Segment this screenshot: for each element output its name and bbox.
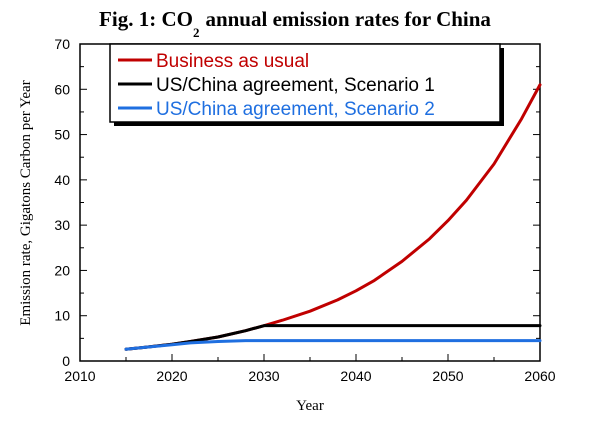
legend-items: Business as usual US/China agreement, Sce… xyxy=(118,51,435,120)
x-tick-label: 2020 xyxy=(156,368,187,384)
legend: Business as usual US/China agreement, Sce… xyxy=(109,43,504,126)
y-tick-label: 70 xyxy=(54,36,70,52)
title-suffix: annual emission rates for China xyxy=(205,7,491,31)
legend-box xyxy=(109,43,501,123)
legend-label-2: US/China agreement, Scenario 1 xyxy=(156,75,435,96)
x-tick-label: 2050 xyxy=(432,368,463,384)
y-tick-label: 20 xyxy=(54,262,70,278)
legend-label-1: Business as usual xyxy=(156,51,309,72)
x-tick-label: 2010 xyxy=(64,368,95,384)
x-tick-label: 2040 xyxy=(340,368,371,384)
title-prefix: Fig. 1: CO xyxy=(99,7,193,31)
x-axis-label: Year xyxy=(296,398,324,414)
x-tick-label: 2060 xyxy=(524,368,555,384)
series-lines xyxy=(124,83,542,351)
y-tick-label: 40 xyxy=(54,172,70,188)
x-tick-label: 2030 xyxy=(248,368,279,384)
y-tick-label: 60 xyxy=(54,81,70,97)
series-line-3 xyxy=(124,339,542,351)
title-subscript: 2 xyxy=(193,25,200,40)
y-axis-label: Emission rate, Gigatons Carbon per Year xyxy=(18,80,34,325)
y-tick-label: 0 xyxy=(62,353,70,369)
y-tick-label: 10 xyxy=(54,308,70,324)
legend-label-3: US/China agreement, Scenario 2 xyxy=(156,99,435,120)
y-tick-label: 50 xyxy=(54,127,70,143)
y-tick-label: 30 xyxy=(54,217,70,233)
series-line-2 xyxy=(124,324,542,351)
chart-title: Fig. 1: CO2 annual emission rates for Chi… xyxy=(99,7,491,40)
